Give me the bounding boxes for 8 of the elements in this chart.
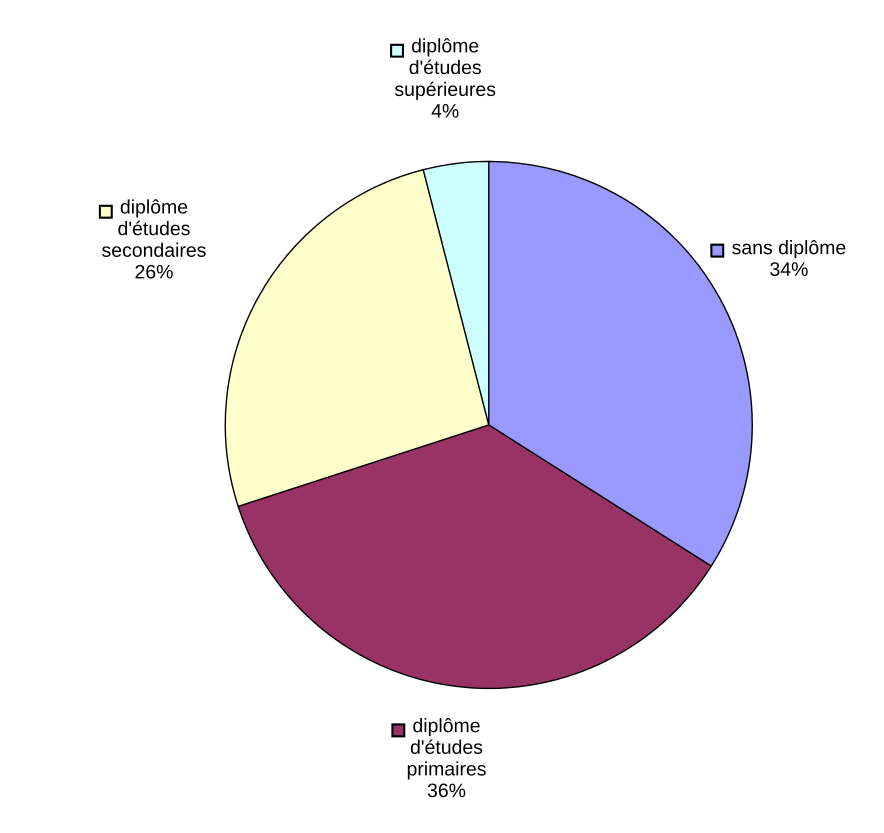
- legend-label: diplôme d'études supérieures: [394, 38, 496, 100]
- data-label: 26%: [135, 264, 173, 279]
- legend-label: diplôme d'études primaires: [408, 718, 486, 780]
- legend-label: sans diplôme: [732, 240, 846, 258]
- data-label: 4%: [432, 104, 459, 118]
- data-label: 34%: [770, 262, 808, 276]
- legend-label: diplôme d'études secondaires: [102, 199, 206, 257]
- data-label: 36%: [428, 783, 466, 798]
